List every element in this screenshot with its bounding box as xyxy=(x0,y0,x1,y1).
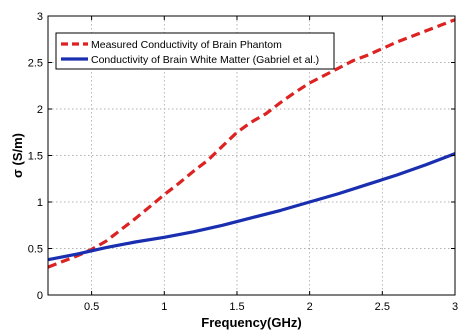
y-tick-label: 3 xyxy=(37,11,43,23)
x-tick-label: 2.5 xyxy=(375,301,390,313)
x-tick-label: 0.5 xyxy=(84,301,99,313)
y-axis-label: σ (S/m) xyxy=(10,133,25,178)
y-tick-label: 0 xyxy=(37,290,43,302)
legend: Measured Conductivity of Brain Phantom C… xyxy=(55,32,335,70)
y-tick-label: 2.5 xyxy=(28,58,43,70)
axis-ticks: 0.5 1 1.5 2 2.5 3 0 0.5 1 1.5 2 2.5 3 xyxy=(28,11,458,313)
legend-entry-measured: Measured Conductivity of Brain Phantom xyxy=(91,39,282,51)
series-line-measured xyxy=(47,18,456,269)
legend-entry-white-matter: Conductivity of Brain White Matter (Gabr… xyxy=(91,54,319,66)
y-tick-label: 1.5 xyxy=(28,151,43,163)
x-tick-label: 3 xyxy=(452,301,458,313)
y-tick-label: 0.5 xyxy=(28,244,43,256)
y-tick-label: 1 xyxy=(37,197,43,209)
series-line-white-matter xyxy=(47,152,456,262)
x-tick-label: 2 xyxy=(307,301,313,313)
x-tick-label: 1.5 xyxy=(229,301,244,313)
legend-box xyxy=(55,32,335,70)
series-layer xyxy=(47,18,456,269)
y-tick-label: 2 xyxy=(37,104,43,116)
x-tick-label: 1 xyxy=(161,301,167,313)
x-axis-label: Frequency(GHz) xyxy=(201,315,301,330)
